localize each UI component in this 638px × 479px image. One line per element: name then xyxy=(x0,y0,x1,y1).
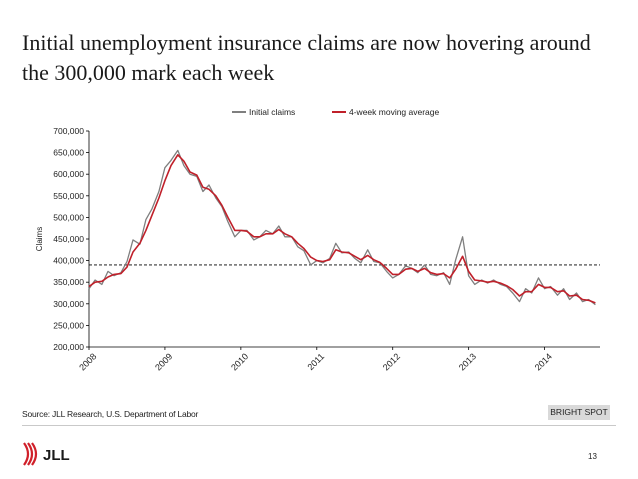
jll-logo-text: JLL xyxy=(43,447,70,464)
jll-logo: JLL xyxy=(23,442,70,466)
claims-line-chart: Initial claims 4-week moving average 200,… xyxy=(35,107,600,373)
y-tick-label: 300,000 xyxy=(53,299,84,309)
y-tick-label: 250,000 xyxy=(53,320,84,330)
status-badge: BRIGHT SPOT xyxy=(548,405,610,420)
legend-label: Initial claims xyxy=(249,107,295,117)
legend-label: 4-week moving average xyxy=(349,107,440,117)
chart-legend: Initial claims 4-week moving average xyxy=(232,107,440,117)
y-tick-label: 650,000 xyxy=(53,148,84,158)
y-tick-label: 550,000 xyxy=(53,191,84,201)
y-tick-label: 450,000 xyxy=(53,234,84,244)
series-group xyxy=(88,149,596,306)
page-number: 13 xyxy=(588,452,597,461)
x-tick-label: 2014 xyxy=(533,351,554,372)
moving-average-line xyxy=(88,154,596,304)
x-axis: 2008 2009 2010 2011 2012 2013 2014 xyxy=(77,346,600,373)
y-tick-label: 600,000 xyxy=(53,169,84,179)
page-title: Initial unemployment insurance claims ar… xyxy=(22,30,591,85)
y-tick-label: 350,000 xyxy=(53,277,84,287)
y-axis-label: Claims xyxy=(35,227,44,251)
source-note: Source: JLL Research, U.S. Department of… xyxy=(22,409,199,419)
y-tick-label: 500,000 xyxy=(53,212,84,222)
x-tick-label: 2010 xyxy=(229,351,250,372)
footer-divider xyxy=(22,425,616,426)
x-tick-label: 2009 xyxy=(153,351,174,372)
x-tick-label: 2008 xyxy=(77,351,98,372)
y-axis: 200,000 250,000 300,000 350,000 400,000 450,0… xyxy=(35,126,90,352)
jll-logo-mark xyxy=(23,442,38,466)
y-tick-label: 700,000 xyxy=(53,126,84,136)
initial-claims-line xyxy=(88,149,596,306)
x-tick-label: 2011 xyxy=(305,351,326,372)
x-tick-label: 2013 xyxy=(457,351,478,372)
x-tick-label: 2012 xyxy=(381,351,402,372)
y-tick-label: 200,000 xyxy=(53,342,84,352)
y-tick-label: 400,000 xyxy=(53,256,84,266)
